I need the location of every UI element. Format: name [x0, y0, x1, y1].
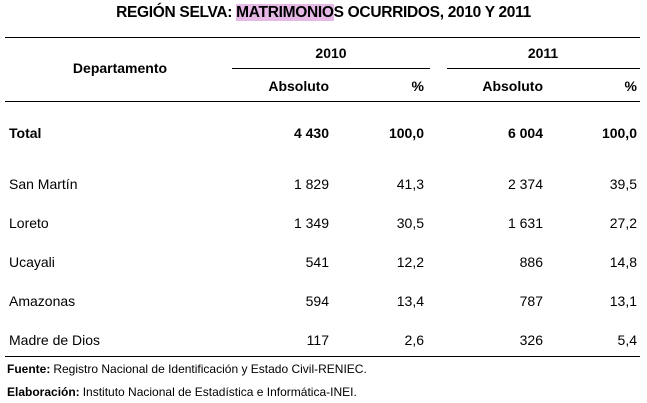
- cell-value: 1 829: [293, 176, 329, 192]
- row-label: Loreto: [9, 215, 49, 231]
- cell-value: 1 631: [507, 215, 543, 231]
- cell-value: 6 004: [507, 125, 543, 141]
- cell-value: 594: [305, 293, 329, 309]
- cell-value: 2 374: [507, 176, 543, 192]
- cell-value: 100,0: [388, 125, 424, 141]
- footnote-text: Instituto Nacional de Estadística e Info…: [82, 385, 357, 399]
- rule: [447, 68, 640, 69]
- cell-value: 39,5: [609, 176, 637, 192]
- title-part: REGIÓN SELVA:: [116, 4, 237, 21]
- cell-value: 5,4: [617, 332, 637, 348]
- footnote-text: Registro Nacional de Identificación y Es…: [53, 362, 367, 376]
- column-header: Absoluto: [482, 78, 543, 94]
- row-label: Amazonas: [9, 293, 76, 309]
- cell-value: 13,1: [609, 293, 637, 309]
- cell-value: 541: [305, 254, 329, 270]
- row-header: Departamento: [72, 60, 168, 76]
- year-header: 2011: [527, 45, 559, 61]
- cell-value: 886: [519, 254, 543, 270]
- cell-value: 4 430: [293, 125, 329, 141]
- footnote: Elaboración: Instituto Nacional de Estadí…: [7, 385, 357, 399]
- cell-value: 117: [306, 332, 329, 348]
- title-part: S OCURRIDOS, 2010 Y 2011: [333, 4, 532, 21]
- cell-value: 326: [519, 332, 543, 348]
- rule: [5, 101, 640, 102]
- footnote-label: Fuente:: [7, 362, 51, 376]
- cell-value: 41,3: [396, 176, 424, 192]
- rule: [5, 37, 640, 38]
- column-header: %: [624, 78, 637, 94]
- title-highlight: MATRIMONIO: [236, 4, 334, 21]
- cell-value: 1 349: [293, 215, 329, 231]
- row-label: Total: [9, 125, 42, 141]
- column-header: %: [411, 78, 424, 94]
- row-label: Madre de Dios: [9, 332, 101, 348]
- cell-value: 14,8: [609, 254, 637, 270]
- cell-value: 100,0: [601, 125, 637, 141]
- cell-value: 30,5: [396, 215, 424, 231]
- year-header: 2010: [315, 45, 347, 61]
- footnote: Fuente: Registro Nacional de Identificaci…: [7, 362, 367, 376]
- cell-value: 2,6: [404, 332, 424, 348]
- column-header: Absoluto: [268, 78, 329, 94]
- cell-value: 12,2: [396, 254, 424, 270]
- cell-value: 787: [519, 293, 543, 309]
- rule: [5, 356, 640, 357]
- cell-value: 13,4: [396, 293, 424, 309]
- rule: [232, 68, 430, 69]
- row-label: San Martín: [9, 176, 78, 192]
- cell-value: 27,2: [609, 215, 637, 231]
- row-label: Ucayali: [9, 254, 55, 270]
- footnote-label: Elaboración:: [7, 385, 80, 399]
- table-title: REGIÓN SELVA: MATRIMONIOS OCURRIDOS, 201…: [0, 4, 647, 22]
